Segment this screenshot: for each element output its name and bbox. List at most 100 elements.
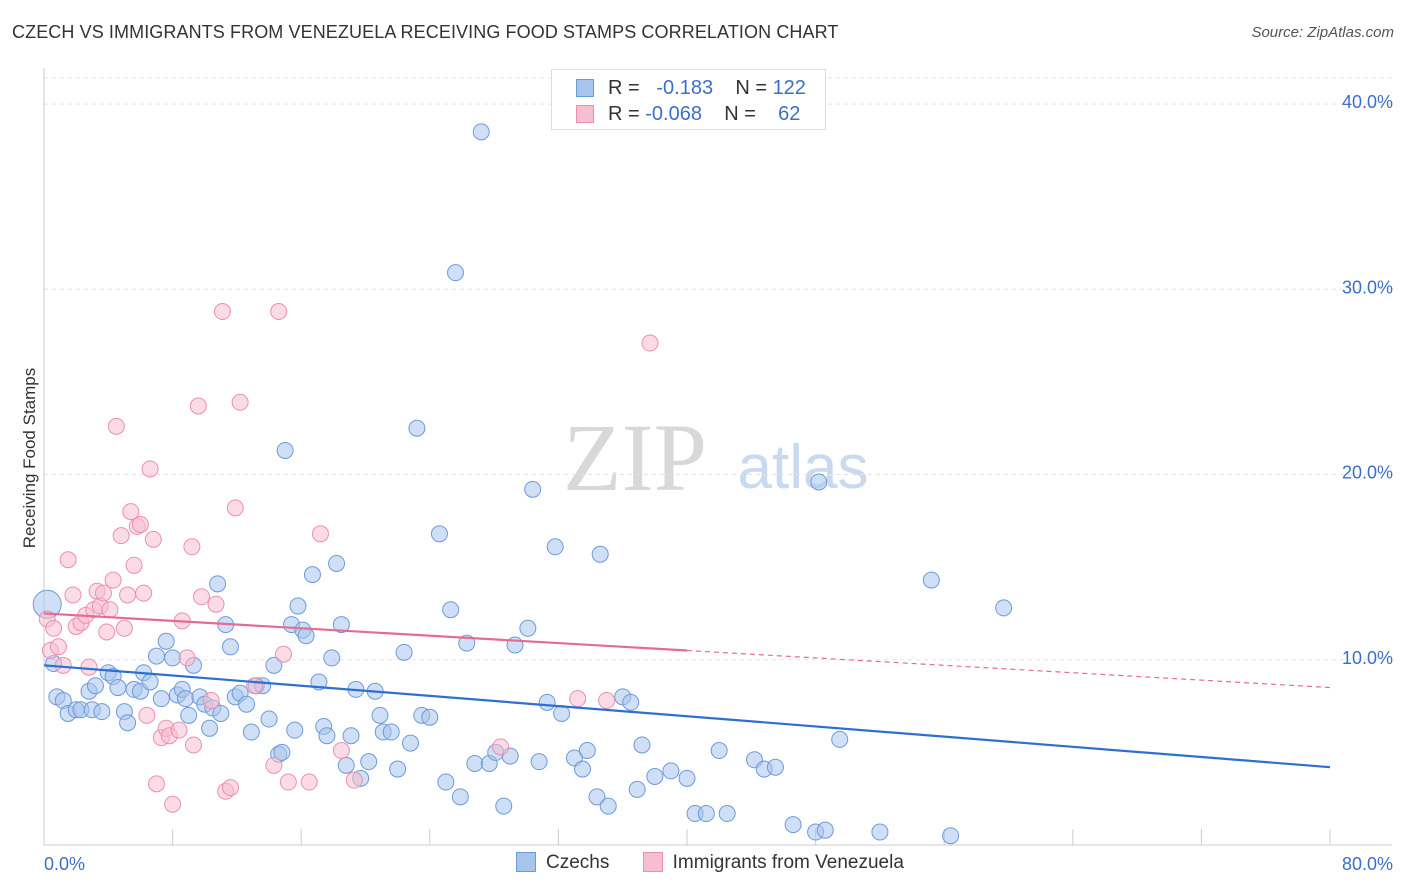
watermark: ZIP atlas: [563, 404, 868, 511]
data-point-venezuela: [183, 538, 201, 556]
data-point-czechs: [157, 632, 175, 650]
watermark-atlas: atlas: [738, 433, 869, 502]
data-point-czechs: [871, 823, 889, 841]
y-tick-label: 20.0%: [1342, 463, 1393, 483]
legend-swatch-venezuela: [642, 852, 663, 872]
data-point-venezuela: [207, 595, 225, 613]
data-point-czechs: [574, 760, 592, 778]
legend-r-value: -0.183: [656, 77, 714, 99]
data-point-czechs: [176, 690, 194, 708]
data-point-venezuela: [170, 721, 188, 739]
data-point-venezuela: [94, 584, 112, 602]
data-point-czechs: [93, 703, 111, 721]
data-point-czechs: [578, 742, 596, 760]
data-point-venezuela: [246, 677, 264, 695]
data-point-czechs: [342, 727, 360, 745]
data-point-venezuela: [131, 516, 149, 534]
data-point-venezuela: [138, 706, 156, 724]
data-point-czechs: [332, 616, 350, 634]
grid: [44, 77, 1392, 661]
data-point-venezuela: [107, 417, 125, 435]
data-point-czechs: [430, 525, 448, 543]
data-point-czechs: [942, 827, 960, 845]
data-point-venezuela: [226, 499, 244, 517]
trend-lines: [43, 612, 1331, 769]
trend-line-czechs: [43, 664, 1331, 769]
data-point-czechs: [530, 753, 548, 771]
legend-swatch-czechs: [576, 79, 594, 97]
data-point-venezuela: [98, 623, 116, 641]
data-point-czechs: [360, 753, 378, 771]
legend-r-label: R =: [608, 77, 640, 99]
data-point-venezuela: [189, 397, 207, 415]
correlation-legend: R = -0.183 N = 122 R = -0.068 N = 62: [551, 69, 826, 130]
data-point-venezuela: [279, 773, 297, 791]
data-point-venezuela: [569, 690, 587, 708]
data-point-czechs: [289, 597, 307, 615]
data-point-venezuela: [144, 530, 162, 548]
data-point-czechs: [265, 656, 283, 674]
data-point-czechs: [622, 693, 640, 711]
data-point-czechs: [148, 647, 166, 665]
data-point-czechs: [260, 710, 278, 728]
data-point-czechs: [766, 758, 784, 776]
data-point-czechs: [995, 599, 1013, 617]
y-tick-label: 10.0%: [1342, 648, 1393, 668]
data-point-czechs: [697, 805, 715, 823]
legend-label-czechs: Czechs: [546, 852, 610, 873]
axes: [43, 68, 1392, 846]
data-point-czechs: [588, 788, 606, 806]
data-point-venezuela: [112, 527, 130, 545]
legend-r-value: -0.068: [645, 103, 702, 125]
data-point-venezuela: [178, 649, 196, 667]
data-point-czechs: [546, 538, 564, 556]
data-point-czechs: [402, 734, 420, 752]
data-point-venezuela: [221, 779, 239, 797]
data-point-venezuela: [275, 645, 293, 663]
data-point-czechs: [109, 679, 127, 697]
legend-row-czechs: R = -0.183 N = 122: [576, 77, 806, 99]
data-point-czechs: [437, 773, 455, 791]
data-point-czechs: [238, 695, 256, 713]
data-point-venezuela: [332, 742, 350, 760]
x-tick-label: 80.0%: [1342, 854, 1393, 874]
legend-n-label: N =: [724, 103, 756, 125]
legend-item-venezuela[interactable]: Immigrants from Venezuela: [642, 852, 904, 874]
y-tick-label: 30.0%: [1342, 277, 1393, 297]
data-point-czechs: [212, 704, 230, 722]
data-point-czechs: [524, 480, 542, 498]
data-point-czechs: [451, 788, 469, 806]
data-point-czechs: [180, 706, 198, 724]
data-point-czechs: [678, 769, 696, 787]
data-point-venezuela: [311, 525, 329, 543]
data-point-czechs: [242, 723, 260, 741]
data-point-venezuela: [265, 756, 283, 774]
data-point-venezuela: [45, 619, 63, 637]
tick-labels: 10.0% 20.0% 30.0% 40.0% 0.0% 80.0%: [44, 92, 1393, 874]
data-point-czechs: [810, 473, 828, 491]
legend-item-czechs[interactable]: Czechs: [516, 852, 609, 874]
legend-n-value: 122: [772, 77, 806, 99]
data-point-venezuela: [104, 571, 122, 589]
data-point-czechs: [328, 554, 346, 572]
data-point-czechs: [297, 627, 315, 645]
legend-row-venezuela: R = -0.068 N = 62: [576, 103, 800, 125]
data-point-czechs: [389, 760, 407, 778]
data-point-czechs: [119, 714, 137, 732]
data-point-czechs: [472, 123, 490, 141]
data-point-czechs: [286, 721, 304, 739]
data-point-czechs: [408, 419, 426, 437]
data-point-venezuela: [231, 393, 249, 411]
data-point-czechs: [816, 821, 834, 839]
legend-label-venezuela: Immigrants from Venezuela: [672, 852, 904, 873]
data-point-venezuela: [125, 556, 143, 574]
data-point-czechs: [371, 706, 389, 724]
watermark-zip: ZIP: [563, 404, 707, 511]
data-point-czechs: [382, 723, 400, 741]
data-point-czechs: [152, 690, 170, 708]
data-point-czechs: [633, 736, 651, 754]
chart-title: CZECH VS IMMIGRANTS FROM VENEZUELA RECEI…: [12, 22, 839, 42]
data-points: [32, 123, 1013, 845]
data-point-czechs: [221, 638, 239, 656]
